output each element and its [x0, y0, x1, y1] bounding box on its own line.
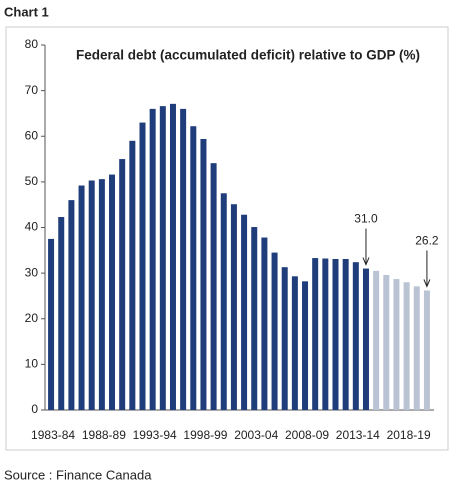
bar	[403, 282, 410, 410]
chart-frame	[5, 26, 449, 451]
bar	[109, 174, 116, 410]
bar	[190, 126, 197, 411]
x-tick-label: 1988-89	[82, 428, 126, 442]
chart-title: Federal debt (accumulated deficit) relat…	[76, 48, 420, 63]
value-label: 31.0	[354, 212, 378, 226]
y-tick-label: 0	[31, 402, 38, 416]
annotation-arrowhead	[362, 257, 370, 266]
bar	[373, 270, 380, 410]
value-label: 26.2	[415, 234, 439, 248]
bar	[352, 262, 359, 410]
bar	[291, 276, 298, 410]
bar	[48, 238, 55, 410]
bar	[119, 159, 126, 410]
bar	[129, 140, 136, 410]
y-tick-label: 20	[25, 311, 39, 325]
bar	[302, 281, 309, 410]
bar	[169, 103, 176, 410]
y-tick-label: 50	[25, 174, 39, 188]
bar	[342, 258, 349, 410]
bar	[180, 108, 187, 410]
bar	[413, 286, 420, 410]
bar	[383, 274, 390, 410]
bar	[271, 252, 278, 410]
bar	[159, 106, 166, 410]
annotation-arrowhead	[423, 279, 431, 288]
bar	[230, 204, 237, 410]
bar	[251, 227, 258, 410]
y-tick-label: 40	[25, 220, 39, 234]
bar	[241, 214, 248, 410]
bar	[322, 258, 329, 410]
bar	[332, 258, 339, 410]
bar	[220, 193, 227, 410]
x-tick-label: 2013-14	[336, 428, 380, 442]
x-tick-label: 2008-09	[285, 428, 329, 442]
y-tick-label: 30	[25, 265, 39, 279]
bar	[362, 268, 369, 410]
bar	[423, 290, 430, 410]
bar	[281, 267, 288, 410]
x-tick-label: 1993-94	[133, 428, 177, 442]
bar	[200, 138, 207, 411]
chart-header: Chart 1	[4, 4, 49, 19]
x-tick-label: 1998-99	[183, 428, 227, 442]
bar	[210, 163, 217, 410]
bar	[98, 179, 105, 410]
x-tick-label: 2003-04	[234, 428, 278, 442]
bar	[68, 200, 75, 410]
bar	[78, 185, 85, 410]
source: Source : Finance Canada	[4, 467, 152, 482]
y-tick-label: 80	[25, 37, 39, 51]
y-tick-label: 10	[25, 357, 39, 371]
y-tick-label: 70	[25, 83, 39, 97]
y-tick-label: 60	[25, 128, 39, 142]
bar	[312, 258, 319, 410]
bar	[58, 217, 65, 410]
bar	[88, 180, 95, 410]
bar	[393, 279, 400, 410]
bar	[139, 122, 146, 410]
bar	[149, 108, 156, 410]
x-tick-label: 1983-84	[31, 428, 75, 442]
bar	[261, 237, 268, 410]
x-tick-label: 2018-19	[387, 428, 431, 442]
